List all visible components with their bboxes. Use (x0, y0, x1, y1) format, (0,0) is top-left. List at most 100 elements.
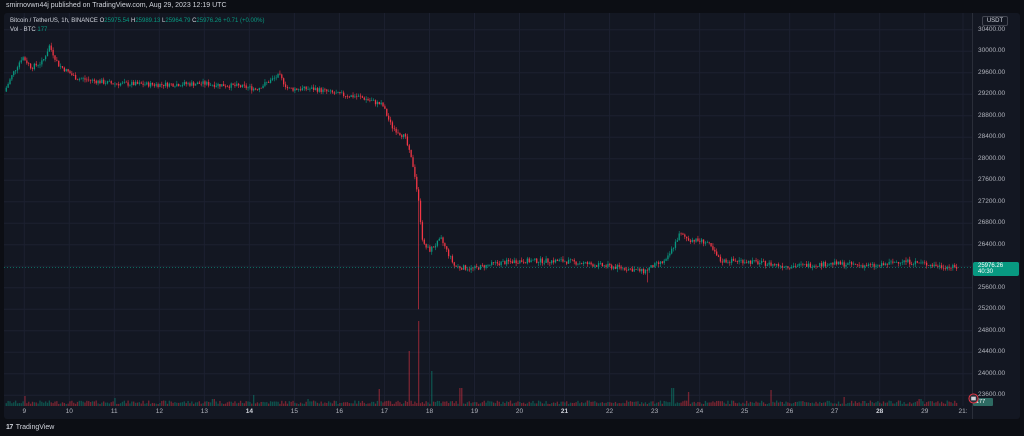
volume-bar (172, 402, 174, 406)
volume-bar (620, 403, 622, 406)
candle-body (954, 265, 956, 267)
candle-body (417, 189, 420, 201)
volume-bar (618, 403, 620, 406)
volume-bar (716, 400, 718, 406)
volume-bar (594, 401, 596, 406)
tradingview-logo[interactable]: 17 TradingView (6, 424, 54, 431)
volume-bar (479, 403, 482, 406)
volume-bar (104, 402, 107, 406)
candle-body (740, 260, 742, 261)
candle-body (65, 69, 67, 72)
volume-bar (110, 402, 112, 406)
chart-frame[interactable]: Bitcoin / TetherUS, 1h, BINANCE O25975.5… (4, 13, 1020, 419)
candle-body (245, 85, 247, 89)
candle-body (637, 268, 639, 270)
volume-bar (894, 403, 896, 406)
candle-body (119, 83, 122, 86)
volume-bar (573, 402, 575, 406)
time-tick-label: 25 (741, 408, 749, 415)
candle-body (680, 233, 682, 235)
candle-body (69, 71, 71, 74)
candle-body (581, 263, 583, 264)
candle-body (626, 269, 628, 271)
candle-body (899, 262, 902, 264)
volume-bar (927, 401, 930, 406)
price-tick-label: 25200.00 (978, 305, 1006, 313)
volume-bar (307, 399, 309, 406)
volume-bar (326, 402, 328, 406)
candle-body (777, 264, 780, 267)
candle-body (834, 261, 836, 265)
volume-bar (346, 402, 349, 406)
time-tick-label: 15 (290, 408, 299, 415)
volume-bar (262, 401, 264, 406)
volume-bar (644, 402, 647, 406)
volume-bar (654, 403, 656, 406)
price-chart-canvas[interactable] (4, 13, 972, 419)
candle-body (751, 260, 753, 264)
volume-bar (811, 402, 813, 406)
volume-bar (108, 403, 111, 406)
candle-body (294, 88, 296, 91)
price-tick-label: 29200.00 (978, 90, 1006, 98)
candle-body (104, 83, 107, 85)
volume-bar (123, 400, 126, 406)
candle-body (466, 269, 469, 271)
candle-body (811, 267, 813, 268)
volume-bar (352, 403, 354, 406)
candle-body (556, 259, 559, 261)
candle-body (371, 100, 373, 102)
volume-bar (841, 403, 843, 406)
price-axis[interactable] (972, 13, 1020, 419)
candle-body (311, 87, 313, 89)
volume-bar (905, 403, 907, 406)
close-value: 25976.26 (196, 18, 222, 24)
volume-key[interactable]: Vol · BTC (10, 27, 36, 33)
candle-body (592, 264, 594, 267)
volume-bar (258, 403, 260, 406)
volume-bar (412, 403, 414, 406)
candle-body (652, 265, 654, 268)
candle-body (506, 259, 508, 265)
candle-body (206, 82, 208, 85)
volume-bar (35, 402, 37, 406)
volume-bar (457, 403, 459, 406)
volume-bar (9, 401, 11, 406)
candle-body (256, 89, 259, 91)
candle-body (627, 268, 630, 271)
volume-bar (511, 403, 514, 406)
volume-bar (101, 402, 103, 406)
volume-bar (897, 400, 900, 406)
candle-body (843, 262, 845, 267)
volume-bar (939, 403, 941, 406)
candle-body (194, 84, 197, 86)
candle-body (912, 264, 915, 265)
volume-bar (44, 401, 47, 406)
candle-body (895, 262, 898, 263)
candle-body (348, 96, 350, 98)
candle-body (543, 262, 545, 264)
volume-bar (777, 402, 780, 406)
volume-bar (781, 401, 783, 406)
symbol-title[interactable]: Bitcoin / TetherUS, 1h, BINANCE (10, 18, 98, 24)
volume-bar (751, 402, 753, 406)
candle-body (648, 267, 650, 271)
volume-bar (86, 400, 88, 406)
volume-bar (804, 402, 806, 406)
volume-bar (682, 401, 684, 406)
volume-tag: 177 (973, 398, 993, 406)
currency-button[interactable]: USDT (982, 16, 1008, 26)
volume-bar (626, 400, 628, 406)
candle-body (635, 269, 637, 270)
candle-body (191, 82, 193, 86)
candle-body (584, 262, 587, 263)
volume-bar (271, 401, 274, 406)
volume-bar (762, 402, 765, 406)
settings-gear-icon[interactable] (968, 393, 979, 404)
volume-bar (723, 402, 725, 406)
volume-bar (627, 401, 630, 406)
candle-body (646, 269, 648, 271)
candle-body (721, 261, 723, 263)
time-tick-label: 10 (65, 408, 73, 415)
volume-bar (672, 388, 675, 406)
